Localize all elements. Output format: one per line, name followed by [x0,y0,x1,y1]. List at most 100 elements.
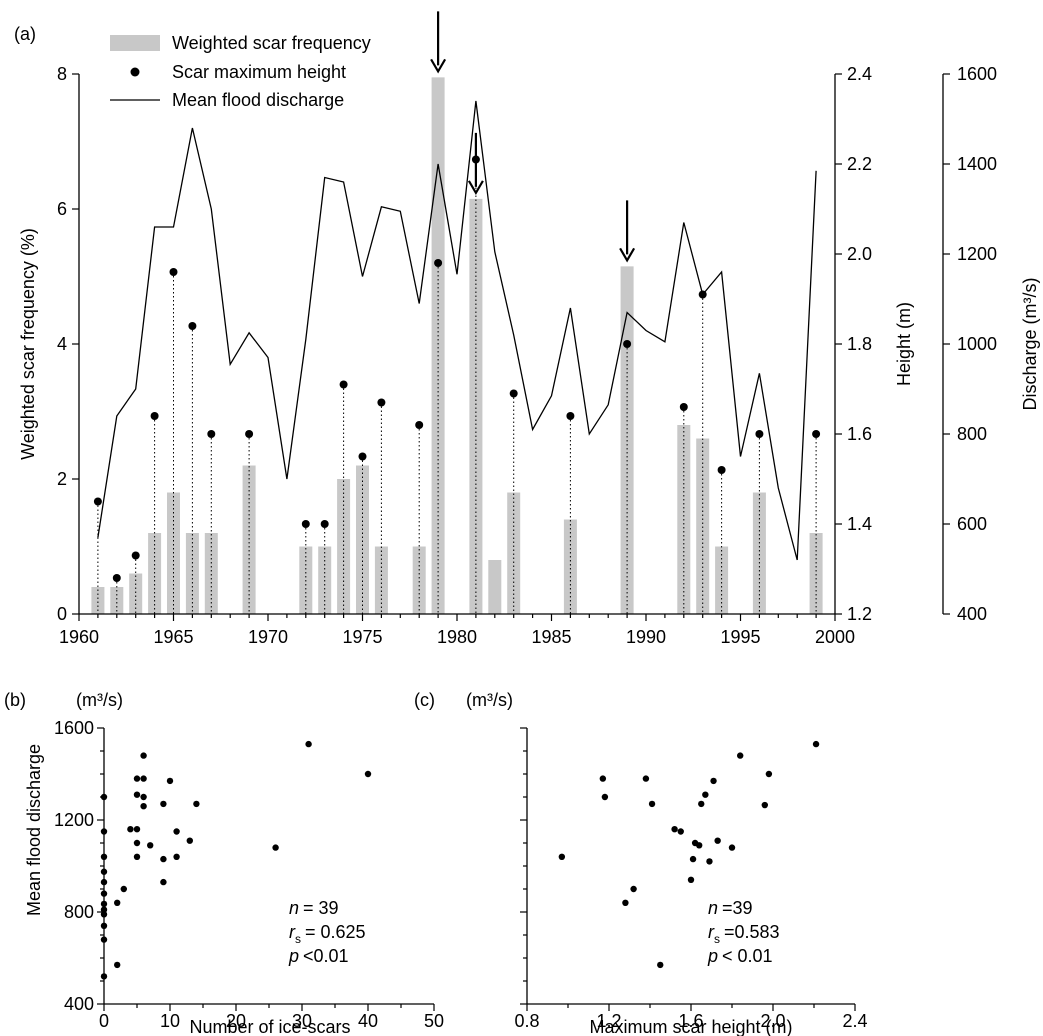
data-point [689,855,697,863]
height-point-1975 [358,452,367,461]
y2-tick-label: 2.0 [847,244,872,264]
data-point [677,828,684,835]
data-point [599,775,607,782]
x-tick-label: 1980 [437,627,477,647]
height-point-1992 [679,403,688,411]
legend-dot-swatch [130,67,140,77]
data-point [648,800,656,808]
bar-1982 [488,560,502,614]
bar-1962 [110,587,124,614]
y-tick-label: 1200 [54,810,94,830]
data-point [127,826,134,833]
data-point [687,876,695,883]
panel-b-n-value: = 39 [303,898,339,918]
height-point-1962 [112,574,121,582]
panel-c-p-value: < 0.01 [722,946,773,966]
data-point [133,775,141,782]
y3-tick-label: 1200 [957,244,997,264]
height-point-1974 [339,380,348,389]
y1-tick-label: 2 [57,469,67,489]
panel-c-unit: (m³/s) [466,690,513,710]
height-point-1963 [131,551,140,560]
panel-b-p-value: <0.01 [303,946,349,966]
bar-1993 [696,438,710,614]
data-point [186,837,193,844]
x-tick-label: 1965 [153,627,193,647]
y3-tick-label: 800 [957,424,987,444]
bar-1961 [91,587,105,614]
height-point-1967 [207,430,216,438]
data-point [133,791,141,798]
data-point [100,922,108,929]
data-point [696,842,703,849]
legend-entry-0: Weighted scar frequency [172,33,371,53]
x-tick-label: 10 [160,1011,180,1031]
data-point [601,793,609,801]
panel-b-ticks: 0 10 20 30 40 50 400 800 1200 1600 [54,718,444,1031]
data-point [702,791,709,798]
y2-tick-label: 1.8 [847,334,872,354]
height-point-1964 [150,412,159,420]
bar-series [91,77,823,614]
panel-c-n-value: =39 [722,898,753,918]
bar-1963 [129,573,143,614]
svg-text:p<0.01: p <0.01 [288,946,349,966]
y2-tick-label: 1.4 [847,514,872,534]
legend: Weighted scar frequency Scar maximum hei… [110,33,371,110]
bar-1986 [563,519,577,614]
y2-tick-label: 2.4 [847,64,872,84]
axis-ticks: 1960 1965 1970 1975 1980 1985 1990 1995 2000 0 2 4 6… [57,64,997,647]
height-point-1999 [812,430,821,438]
data-point [622,899,629,906]
data-point [642,775,650,782]
panel-c-rs-sub: s [714,932,720,946]
data-point [630,885,637,893]
x-tick-label: 1.2 [596,1011,621,1031]
height-point-1966 [188,322,197,330]
panel-c-n-label: n [708,898,718,918]
panel-c-stats: n =39 rs =0.583 p < 0.01 [707,898,780,966]
y2-tick-label: 1.6 [847,424,872,444]
data-point [272,844,279,851]
data-point [364,770,372,778]
y3-axis-title: Discharge (m³/s) [1020,277,1040,410]
data-point [100,936,108,943]
bar-1976 [374,546,388,614]
panel-b-rs-value: = 0.625 [305,922,366,942]
height-point-1996 [755,430,764,438]
panel-b-unit: (m³/s) [76,690,123,710]
panel-c-ticks: 0.8 1.2 1.6 2.0 2.4 [514,727,868,1031]
bar-1967 [204,533,218,614]
data-point [160,878,167,886]
y3-tick-label: 1600 [957,64,997,84]
data-point [140,775,147,782]
legend-bar-swatch [110,35,160,51]
height-point-1973 [320,520,329,528]
y1-axis-title: Weighted scar frequency (%) [18,228,38,460]
data-point [100,828,108,835]
data-point [133,853,141,860]
panel-b-stats: n = 39 rs = 0.625 p <0.01 [288,898,366,966]
y3-tick-label: 400 [957,604,987,624]
panel-a-label: (a) [14,24,36,44]
bar-1978 [412,546,426,614]
panel-b-y-title: Mean flood discharge [24,744,44,916]
y-tick-label: 1600 [54,718,94,738]
x-tick-label: 50 [424,1011,444,1031]
height-stems [97,159,817,614]
x-tick-label: 0 [99,1011,109,1031]
y3-tick-label: 1000 [957,334,997,354]
bar-1975 [356,465,369,614]
panel-c-x-title: Maximum scar height (m) [589,1017,792,1036]
y1-tick-label: 0 [57,604,67,624]
x-tick-label: 1.6 [678,1011,703,1031]
y3-tick-label: 600 [957,514,987,534]
data-point [133,826,141,833]
x-tick-label: 2000 [815,627,855,647]
down-arrow-icon [467,180,484,196]
height-markers [93,155,821,582]
arrow-annotations [430,11,636,263]
x-tick-label: 1970 [248,627,288,647]
panel-b-n-label: n [289,898,299,918]
